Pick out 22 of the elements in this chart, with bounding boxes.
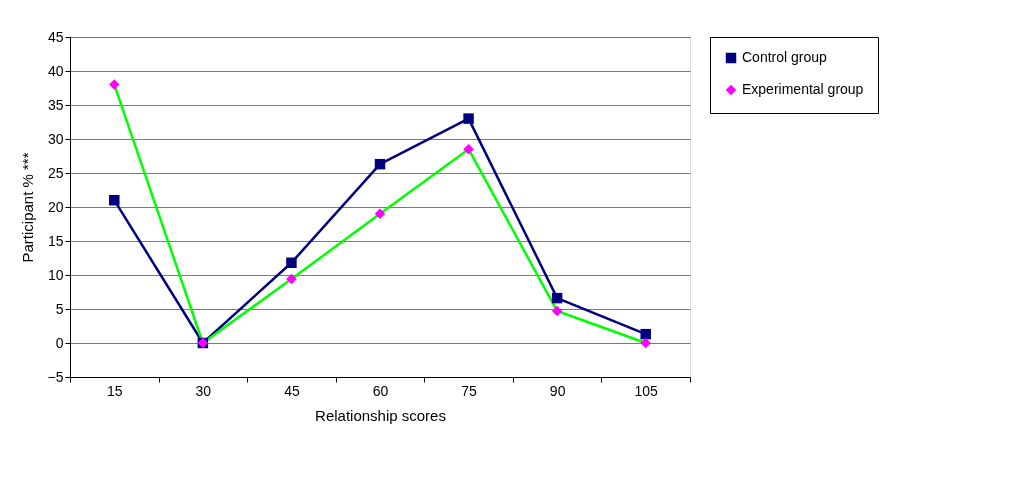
x-tick-label: 60 (372, 382, 389, 399)
y-tick-label: 35 (47, 96, 64, 113)
y-tick-label: 25 (47, 164, 64, 181)
x-tick-label: 90 (549, 382, 566, 399)
x-tick-label: 105 (634, 382, 659, 399)
legend-label: Experimental group (742, 81, 864, 97)
x-tick-label: 75 (461, 382, 478, 399)
x-tick-label: 45 (284, 382, 300, 399)
y-tick-label: 15 (47, 232, 64, 249)
y-tick-label: 5 (55, 300, 64, 317)
y-tick-label: 10 (47, 266, 64, 283)
y-tick-label: 20 (47, 198, 64, 215)
y-tick-label: −5 (47, 368, 64, 385)
x-tick-label: 15 (107, 382, 123, 399)
y-tick-label: 0 (55, 334, 64, 351)
x-axis-title: Relationship scores (315, 406, 446, 424)
y-axis-title: Participant % *** (18, 152, 36, 263)
y-tick-label: 30 (47, 130, 64, 147)
y-tick-label: 45 (47, 28, 64, 45)
y-tick-label: 40 (47, 62, 64, 79)
legend-label: Control group (742, 49, 828, 65)
x-tick-label: 30 (195, 382, 212, 399)
